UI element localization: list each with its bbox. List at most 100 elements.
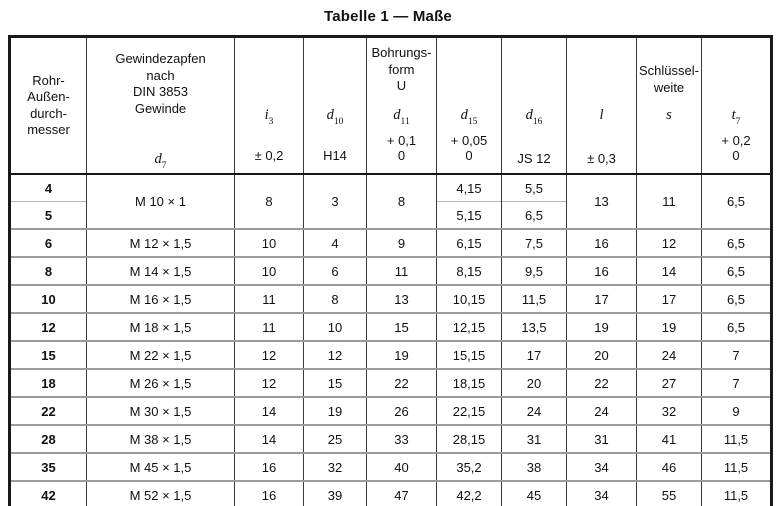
dimensions-table: Rohr- Außen- durch- messer Gewindezapfen… [8, 35, 773, 506]
cell-d7: M 14 × 1,5 [86, 256, 235, 285]
cell-od: 5 [9, 201, 87, 229]
symbol-letter: d [525, 107, 533, 123]
cell-od: 28 [9, 424, 87, 453]
cell-d10: 6 [303, 256, 367, 285]
cell-d15: 4,15 [436, 173, 502, 202]
bore-form-header-label: Bohrungs- form U [371, 45, 432, 93]
cell-l: 24 [566, 396, 637, 425]
column-header-d16: d16 JS 12 [501, 36, 567, 175]
cell-i3: 14 [234, 396, 304, 425]
tolerance-d11: + 0,1 0 [386, 133, 417, 163]
table-row: 6 M 12 × 1,5 10 4 9 6,15 7,5 16 12 6,5 [9, 228, 772, 257]
tolerance-t7: + 0,2 0 [721, 133, 751, 163]
column-header-pipe-od: Rohr- Außen- durch- messer [9, 36, 87, 175]
column-header-i3: i3 ± 0,2 [234, 36, 304, 175]
cell-d15: 10,15 [436, 284, 502, 313]
cell-d10: 39 [303, 480, 367, 506]
cell-i3: 11 [234, 284, 304, 313]
cell-i3: 11 [234, 312, 304, 341]
cell-d7: M 45 × 1,5 [86, 452, 235, 481]
cell-d7: M 38 × 1,5 [86, 424, 235, 453]
cell-d16: 7,5 [501, 228, 567, 257]
column-header-d11: Bohrungs- form U d11 + 0,1 0 [366, 36, 437, 175]
column-header-t7: t7 + 0,2 0 [701, 36, 772, 175]
cell-d11: 13 [366, 284, 437, 313]
cell-d16: 38 [501, 452, 567, 481]
tolerance-i3: ± 0,2 [254, 148, 284, 163]
symbol-subscript: 16 [532, 116, 543, 127]
symbol-d16: d16 [502, 107, 566, 127]
symbol-s: s [637, 107, 701, 126]
cell-d15: 15,15 [436, 340, 502, 369]
cell-d7: M 26 × 1,5 [86, 368, 235, 397]
cell-t7: 7 [701, 368, 772, 397]
cell-d16: 11,5 [501, 284, 567, 313]
cell-s: 46 [636, 452, 702, 481]
cell-od: 6 [9, 228, 87, 257]
cell-d16: 31 [501, 424, 567, 453]
cell-t7: 11,5 [701, 480, 772, 506]
cell-d11: 26 [366, 396, 437, 425]
cell-od: 15 [9, 340, 87, 369]
cell-t7: 6,5 [701, 228, 772, 257]
tolerance-d15: + 0,05 0 [450, 133, 488, 163]
table-row: 10 M 16 × 1,5 11 8 13 10,15 11,5 17 17 6… [9, 284, 772, 313]
tolerance-l: ± 0,3 [587, 151, 616, 166]
cell-od: 4 [9, 173, 87, 202]
cell-d7: M 52 × 1,5 [86, 480, 235, 506]
cell-s: 32 [636, 396, 702, 425]
symbol-t7: t7 [702, 107, 770, 127]
cell-i3: 14 [234, 424, 304, 453]
cell-d7: M 18 × 1,5 [86, 312, 235, 341]
table-title: Tabelle 1 — Maße [324, 8, 452, 25]
symbol-letter: d [154, 151, 162, 167]
column-header-s: Schlüssel- weite s [636, 36, 702, 175]
symbol-l: l [567, 107, 636, 126]
cell-t7: 6,5 [701, 256, 772, 285]
cell-s: 17 [636, 284, 702, 313]
cell-d10: 3 [303, 173, 367, 229]
cell-t7: 11,5 [701, 452, 772, 481]
cell-d11: 22 [366, 368, 437, 397]
tolerance-d16: JS 12 [517, 151, 551, 166]
cell-d16: 20 [501, 368, 567, 397]
cell-od: 10 [9, 284, 87, 313]
cell-t7: 9 [701, 396, 772, 425]
symbol-subscript: 7 [735, 116, 741, 127]
cell-d10: 19 [303, 396, 367, 425]
cell-od: 18 [9, 368, 87, 397]
cell-l: 34 [566, 480, 637, 506]
cell-d10: 32 [303, 452, 367, 481]
cell-l: 20 [566, 340, 637, 369]
cell-d15: 18,15 [436, 368, 502, 397]
wrench-size-header-label: Schlüssel- weite [639, 63, 699, 95]
cell-l: 16 [566, 228, 637, 257]
column-header-l: l ± 0,3 [566, 36, 637, 175]
cell-d7: M 16 × 1,5 [86, 284, 235, 313]
header-row: Rohr- Außen- durch- messer Gewindezapfen… [9, 36, 772, 175]
cell-d15: 8,15 [436, 256, 502, 285]
symbol-letter: d [326, 107, 334, 123]
cell-d11: 9 [366, 228, 437, 257]
table-row: 4 M 10 × 1 8 3 8 4,15 5,5 13 11 6,5 [9, 173, 772, 229]
cell-i3: 10 [234, 228, 304, 257]
cell-i3: 10 [234, 256, 304, 285]
cell-l: 17 [566, 284, 637, 313]
symbol-letter: i [264, 107, 269, 123]
cell-d10: 4 [303, 228, 367, 257]
cell-d11: 8 [366, 173, 437, 229]
cell-t7: 6,5 [701, 312, 772, 341]
column-header-d7: Gewindezapfen nach DIN 3853 Gewinde d7 [86, 36, 235, 175]
cell-l: 16 [566, 256, 637, 285]
cell-d16: 45 [501, 480, 567, 506]
table-row: 28 M 38 × 1,5 14 25 33 28,15 31 31 41 11… [9, 424, 772, 453]
symbol-letter: d [393, 107, 401, 123]
cell-t7: 7 [701, 340, 772, 369]
symbol-d15: d15 [437, 107, 501, 127]
cell-s: 24 [636, 340, 702, 369]
table-row: 12 M 18 × 1,5 11 10 15 12,15 13,5 19 19 … [9, 312, 772, 341]
cell-t7: 6,5 [701, 173, 772, 229]
cell-i3: 8 [234, 173, 304, 229]
cell-d11: 15 [366, 312, 437, 341]
table-row: 18 M 26 × 1,5 12 15 22 18,15 20 22 27 7 [9, 368, 772, 397]
